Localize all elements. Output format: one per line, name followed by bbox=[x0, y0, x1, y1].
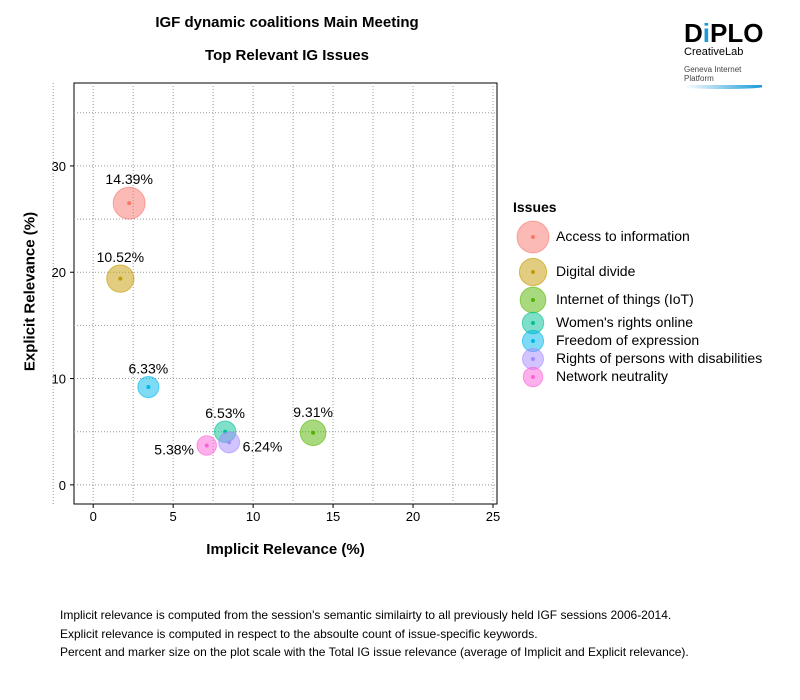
legend-item-label: Women's rights online bbox=[556, 314, 694, 330]
y-tick-label: 0 bbox=[59, 478, 66, 493]
legend-item-label: Network neutrality bbox=[556, 368, 669, 384]
data-label: 10.52% bbox=[97, 249, 144, 265]
data-label: 9.31% bbox=[293, 404, 333, 420]
legend-key-center bbox=[531, 235, 535, 239]
legend-key-center bbox=[531, 375, 535, 379]
data-label: 6.53% bbox=[205, 405, 245, 421]
data-point-center bbox=[204, 443, 209, 448]
legend-key-center bbox=[531, 321, 535, 325]
legend-key-center bbox=[531, 298, 535, 302]
y-tick-label: 20 bbox=[52, 265, 66, 280]
x-tick-label: 15 bbox=[326, 509, 340, 524]
x-tick-label: 25 bbox=[486, 509, 500, 524]
x-tick-label: 10 bbox=[246, 509, 260, 524]
y-tick-label: 30 bbox=[52, 159, 66, 174]
plot-panel bbox=[73, 82, 498, 505]
chart-title: IGF dynamic coalitions Main Meeting bbox=[155, 14, 419, 31]
legend-key-center bbox=[531, 339, 535, 343]
footnote: Explicit relevance is computed in respec… bbox=[60, 627, 538, 641]
data-label: 5.38% bbox=[154, 442, 194, 458]
legend-key-center bbox=[531, 357, 535, 361]
data-point-center bbox=[118, 276, 123, 281]
data-point-center bbox=[146, 385, 151, 390]
y-tick-label: 10 bbox=[52, 372, 66, 387]
x-axis-label: Implicit Relevance (%) bbox=[206, 541, 365, 558]
chart-subtitle: Top Relevant IG Issues bbox=[205, 47, 369, 64]
data-label: 14.39% bbox=[105, 171, 152, 187]
y-axis-label: Explicit Relevance (%) bbox=[21, 211, 39, 372]
legend-item-label: Freedom of expression bbox=[556, 332, 700, 348]
legend-key-center bbox=[531, 270, 535, 274]
diplo-logo: DiPLO CreativeLab Geneva Internet Platfo… bbox=[684, 20, 768, 89]
x-tick-label: 20 bbox=[406, 509, 420, 524]
data-point-center bbox=[227, 440, 232, 445]
data-point-center bbox=[311, 430, 316, 435]
x-tick-label: 0 bbox=[90, 509, 97, 524]
x-tick-label: 5 bbox=[170, 509, 177, 524]
data-label: 6.33% bbox=[129, 360, 169, 376]
legend-item-label: Access to information bbox=[556, 228, 690, 244]
legend-item-label: Rights of persons with disabilities bbox=[556, 350, 763, 366]
footnote: Implicit relevance is computed from the … bbox=[60, 608, 672, 622]
data-label: 6.24% bbox=[243, 438, 283, 454]
legend-item-label: Digital divide bbox=[556, 263, 636, 279]
legend-item-label: Internet of things (IoT) bbox=[556, 291, 694, 307]
footnote: Percent and marker size on the plot scal… bbox=[60, 645, 689, 659]
legend-title: Issues bbox=[513, 199, 557, 215]
data-point-center bbox=[127, 201, 132, 206]
